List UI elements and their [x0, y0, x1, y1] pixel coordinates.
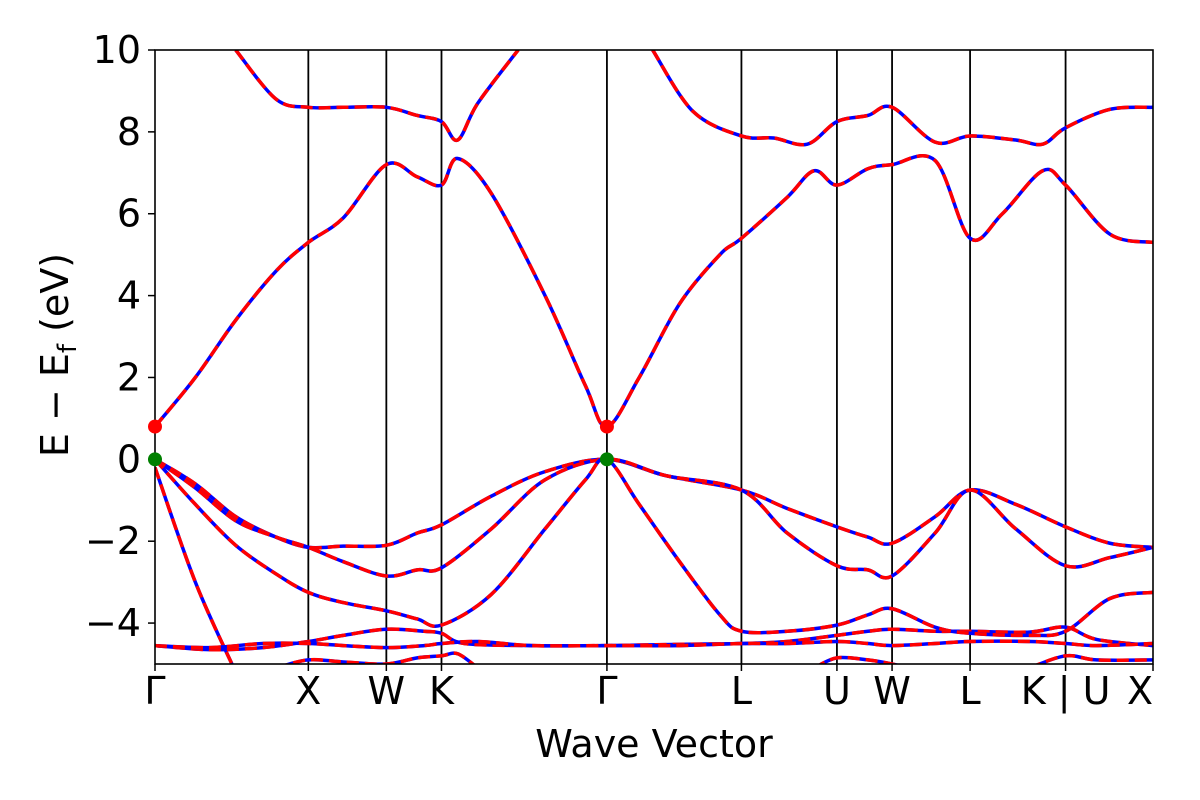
x-tick-label-10: X: [1127, 669, 1153, 713]
x-tick-label-1: X: [295, 669, 321, 713]
y-tick-label-2: 0: [117, 437, 141, 481]
y-tick-label-0: −4: [85, 601, 141, 645]
band-line-0: [155, 466, 234, 664]
y-tick-label-1: −2: [85, 519, 141, 563]
x-tick-label-0: Γ: [144, 669, 165, 713]
band-line-dashed-4: [155, 457, 1153, 580]
x-tick-label-5: L: [731, 669, 752, 713]
band-line-dashed-7: [234, 50, 520, 143]
x-axis-title: Wave Vector: [535, 722, 773, 766]
y-tick-label-4: 4: [117, 274, 141, 318]
y-tick-label-7: 10: [93, 28, 141, 72]
vbm-marker-0: [148, 452, 162, 467]
band-line-7: [234, 50, 520, 143]
band-line-dashed-2: [155, 639, 1153, 650]
bands: [155, 50, 1153, 664]
x-tick-label-4: Γ: [596, 669, 617, 713]
band-line-4: [155, 457, 1153, 580]
y-tick-label-3: 2: [117, 355, 141, 399]
y-axis-title: E − Ef (eV): [33, 253, 83, 457]
x-tick-label-6: U: [823, 669, 851, 713]
cbm-marker-0: [148, 419, 162, 434]
band-line-6: [155, 154, 1153, 429]
band-line-dashed-5: [155, 456, 1153, 638]
y-axis-title-units: (eV): [33, 253, 77, 344]
y-axis-title-subscript: f: [53, 343, 83, 353]
band-line-dashed-0: [155, 466, 234, 664]
y-axis-title-main: E − E: [33, 353, 77, 457]
band-line-dashed-11: [1034, 653, 1153, 664]
band-line-dashed-6: [155, 154, 1153, 429]
band-line-dashed-8: [651, 50, 1153, 147]
vbm-marker-1: [599, 452, 614, 467]
cbm-marker-1: [599, 419, 614, 434]
band-line-dashed-10: [817, 655, 900, 664]
x-tick-label-8: L: [959, 669, 980, 713]
x-tick-label-3: K: [429, 669, 455, 713]
x-tick-label-2: W: [368, 669, 406, 713]
band-line-dashed-9: [283, 651, 476, 664]
plot-area: [154, 49, 1154, 665]
plot-frame: [154, 49, 1154, 665]
y-axis-ticks: −4 −2 0 2 4 6 8 10: [85, 28, 155, 645]
y-tick-label-5: 6: [117, 192, 141, 236]
y-tick-label-6: 8: [117, 110, 141, 154]
x-tick-label-9: K | U: [1021, 669, 1111, 714]
x-tick-label-7: W: [873, 669, 911, 713]
